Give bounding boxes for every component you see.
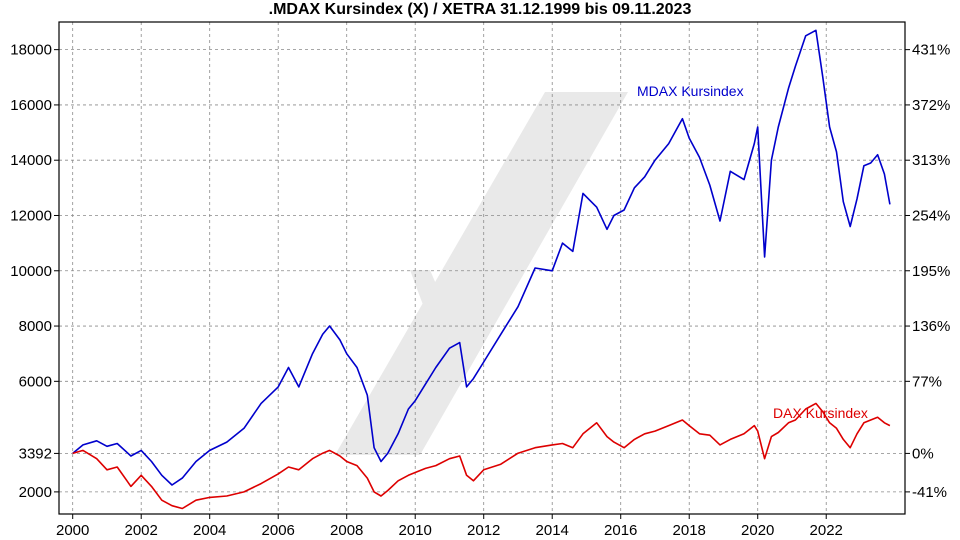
axis-ticks — [54, 49, 910, 519]
chart-title: .MDAX Kursindex (X) / XETRA 31.12.1999 b… — [268, 1, 692, 18]
series-label-dax: DAX Kursindex — [773, 405, 868, 421]
x-tick-label: 2016 — [604, 522, 637, 539]
y-axis-right: -41% 0% 77% 136% 195% 254% 313% 372% 431% — [912, 42, 950, 501]
y-tick-label-right: 77% — [912, 373, 942, 390]
y-tick-label-left: 10000 — [10, 263, 52, 280]
x-tick-label: 2014 — [536, 522, 569, 539]
y-tick-label-left: 16000 — [10, 97, 52, 114]
y-tick-label-right: 372% — [912, 97, 950, 114]
x-axis: 2000 2002 2004 2006 2008 2010 2012 2014 2016 2018… — [56, 522, 843, 539]
x-tick-label: 2006 — [262, 522, 295, 539]
y-tick-label-left: 8000 — [19, 318, 52, 335]
y-tick-label-right: 313% — [912, 152, 950, 169]
x-tick-label: 2000 — [56, 522, 89, 539]
watermark — [335, 92, 628, 455]
x-tick-label: 2020 — [741, 522, 774, 539]
y-tick-label-left: 6000 — [19, 373, 52, 390]
x-tick-label: 2012 — [467, 522, 500, 539]
series-label-mdax: MDAX Kursindex — [637, 83, 744, 99]
series-line-dax — [72, 402, 891, 510]
y-tick-label-right: 431% — [912, 42, 950, 59]
plot-border — [58, 21, 906, 515]
x-tick-label: 2004 — [193, 522, 226, 539]
x-tick-label: 2002 — [125, 522, 158, 539]
series-lines — [72, 29, 891, 510]
x-tick-label: 2010 — [399, 522, 432, 539]
x-tick-label: 2018 — [673, 522, 706, 539]
x-tick-label: 2008 — [330, 522, 363, 539]
y-tick-label-left: 2000 — [19, 484, 52, 501]
y-tick-label-right: 195% — [912, 263, 950, 280]
y-tick-label-right: -41% — [912, 484, 947, 501]
y-tick-label-right: 254% — [912, 207, 950, 224]
x-tick-label: 2022 — [810, 522, 843, 539]
series-line-mdax — [72, 29, 891, 486]
y-tick-label-left: 12000 — [10, 207, 52, 224]
y-tick-label-left: 3392 — [19, 445, 52, 462]
y-tick-label-right: 0% — [912, 445, 934, 462]
y-tick-label-right: 136% — [912, 318, 950, 335]
y-tick-label-left: 14000 — [10, 152, 52, 169]
y-tick-label-left: 18000 — [10, 42, 52, 59]
y-axis-left: 2000 3392 6000 8000 10000 12000 14000 16000 1800… — [10, 42, 52, 501]
